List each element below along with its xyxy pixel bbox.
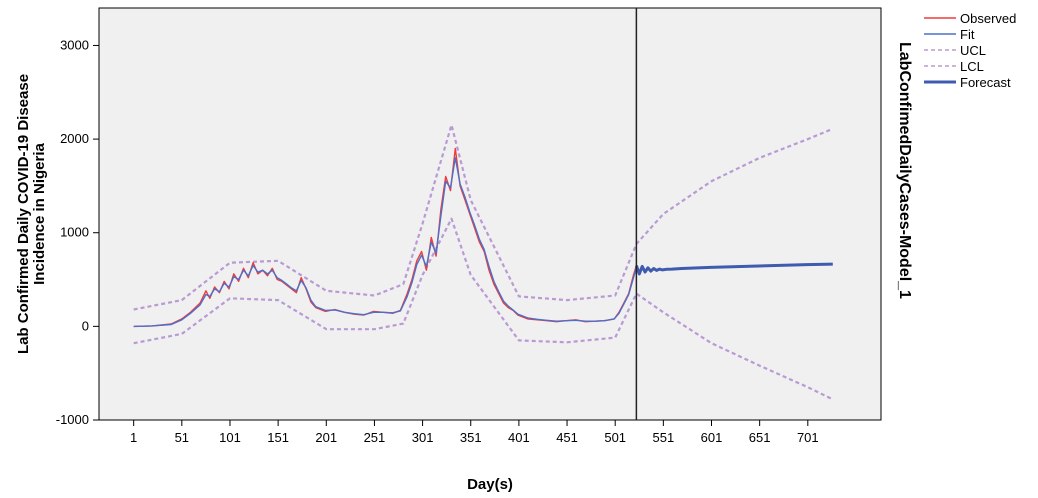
series-fit — [133, 157, 638, 328]
y-tick-label: 3000 — [60, 37, 89, 52]
y-tick-label: 2000 — [60, 131, 89, 146]
y-axis: -1000 0 1000 2000 3000 — [56, 37, 99, 427]
x-tick-label: 351 — [460, 430, 482, 445]
x-tick-label: 501 — [604, 430, 626, 445]
y-axis-title-line-2: Incidence in Nigeria — [31, 142, 48, 284]
legend-label-forecast: Forecast — [960, 75, 1011, 90]
x-tick-label: 151 — [267, 430, 289, 445]
x-tick-label: 251 — [364, 430, 386, 445]
x-tick-label: 451 — [556, 430, 578, 445]
legend-label-lcl: LCL — [960, 59, 984, 74]
y-tick-label: 0 — [82, 318, 89, 333]
y-tick-label: 1000 — [60, 225, 89, 240]
x-axis-title: Day(s) — [467, 476, 513, 493]
y-axis-title: Lab Confirmed Daily COVID-19 Disease Inc… — [15, 74, 48, 354]
series-layer — [133, 123, 834, 401]
x-tick-label: 1 — [130, 430, 137, 445]
legend-label-observed: Observed — [960, 11, 1016, 26]
x-tick-label: 651 — [749, 430, 771, 445]
y-tick-label: -1000 — [56, 412, 89, 427]
x-tick-label: 601 — [701, 430, 723, 445]
x-tick-label: 551 — [652, 430, 674, 445]
x-tick-label: 101 — [219, 430, 241, 445]
legend-label-fit: Fit — [960, 27, 975, 42]
plot-area — [98, 7, 882, 421]
x-tick-label: 201 — [315, 430, 337, 445]
x-tick-label: 51 — [175, 430, 189, 445]
x-tick-label: 701 — [797, 430, 819, 445]
legend-label-ucl: UCL — [960, 43, 986, 58]
model-label: LabConfimedDailyCases-Model_1 — [896, 42, 913, 299]
x-tick-label: 401 — [508, 430, 530, 445]
series-forecast — [634, 262, 833, 276]
x-tick-label: 301 — [412, 430, 434, 445]
series-lcl — [133, 217, 834, 401]
x-axis: 1 51 101 151 201 251 301 351 401 451 501 551 601 651 7… — [130, 420, 819, 445]
y-axis-title-line-1: Lab Confirmed Daily COVID-19 Disease — [15, 74, 32, 354]
series-ucl — [133, 123, 834, 311]
